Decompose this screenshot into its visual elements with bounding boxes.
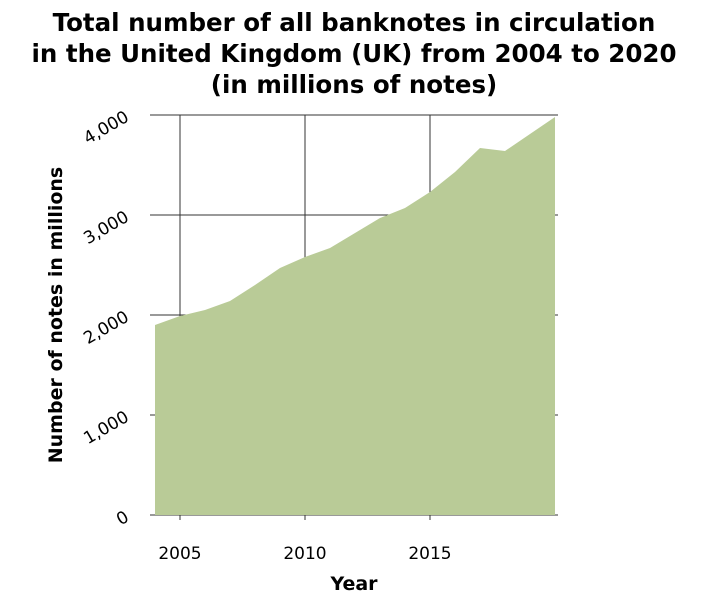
chart-title-line-3: (in millions of notes) — [211, 70, 497, 99]
y-tick-label-2: 2,000 — [80, 307, 132, 349]
area-series — [155, 117, 555, 515]
x-tick-label-0: 2005 — [158, 544, 201, 564]
y-tick-label-3: 3,000 — [80, 207, 132, 249]
y-tick-label-1: 1,000 — [80, 407, 132, 449]
y-axis-title: Number of notes in millions — [45, 167, 67, 464]
x-axis-ticks: 2005 2010 2015 — [158, 544, 451, 564]
chart-title-line-1: Total number of all banknotes in circula… — [53, 8, 656, 37]
x-axis-title: Year — [329, 573, 378, 595]
chart-title-line-2: in the United Kingdom (UK) from 2004 to … — [31, 39, 676, 68]
x-tick-label-2: 2015 — [408, 544, 451, 564]
tick-marks — [150, 114, 558, 520]
y-tick-label-4: 4,000 — [80, 107, 132, 149]
x-tick-label-1: 2010 — [283, 544, 326, 564]
y-axis-ticks: 0 1,000 2,000 3,000 4,000 — [80, 107, 132, 530]
y-tick-label-0: 0 — [113, 507, 132, 530]
